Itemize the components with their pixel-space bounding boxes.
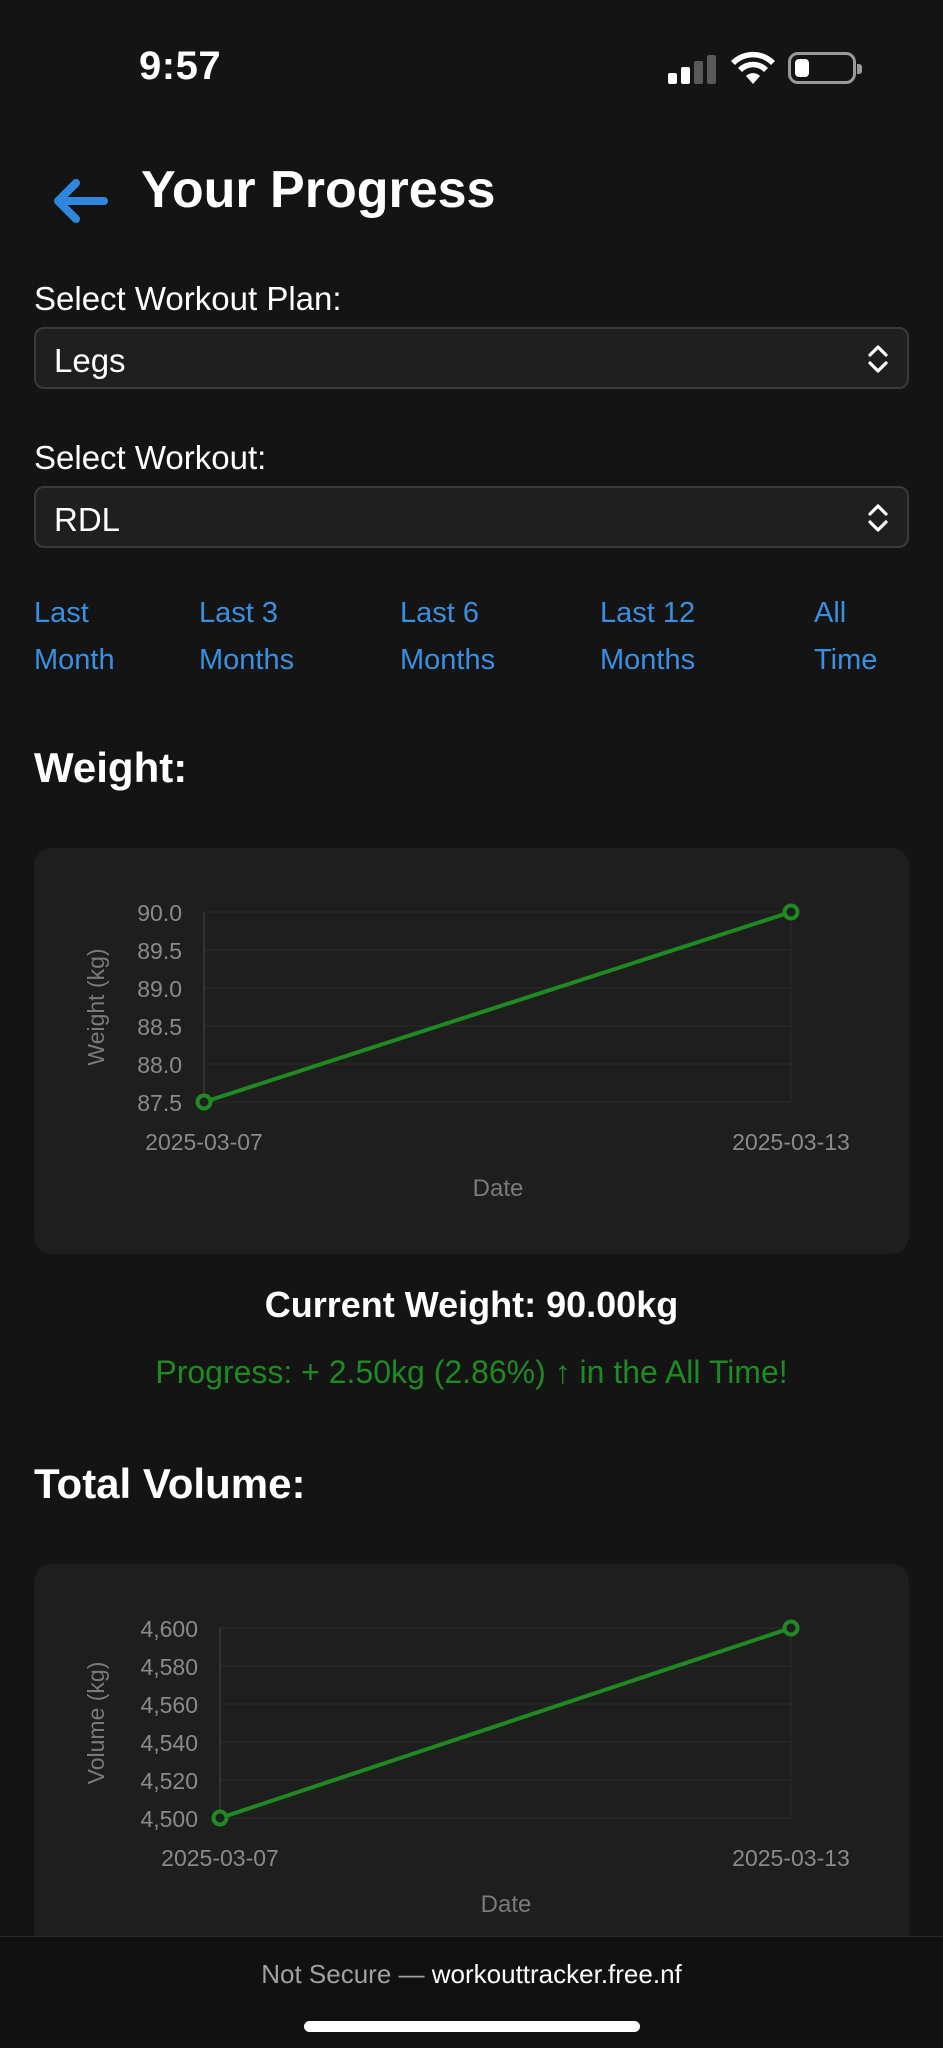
range-last-3-months-link[interactable]: Last 3 Months [199,590,294,684]
range-link-line: Last [34,597,89,629]
range-link-line: Months [600,644,696,676]
y-axis-title: Volume (kg) [83,1662,109,1785]
workout-label: Select Workout: [34,439,267,476]
range-last-month-link[interactable]: Last Month [34,590,115,684]
workout-plan-value: Legs [54,342,126,379]
y-tick-label: 4,600 [140,1616,198,1642]
x-axis-title: Date [473,1175,524,1202]
range-link-line: Time [814,644,878,676]
progress-summary: Progress: + 2.50kg (2.86%) ↑ in the All … [155,1354,788,1390]
select-chevron-icon [868,345,888,373]
weight-chart-svg: 90.0 89.5 89.0 88.5 88.0 87.5 2025-03-07 2025-0… [83,900,850,1202]
x-tick-label: 2025-03-07 [145,1129,263,1155]
url-display[interactable]: Not Secure — workouttracker.free.nf [0,1959,943,1990]
x-tick-label: 2025-03-13 [732,1845,850,1871]
range-all-time-link[interactable]: All Time [814,590,877,684]
y-tick-label: 4,520 [140,1768,198,1794]
y-tick-label: 4,500 [140,1806,198,1832]
y-tick-label: 89.5 [137,938,182,964]
wifi-icon [731,51,775,84]
cellular-signal-icon [668,52,716,84]
workout-plan-label: Select Workout Plan: [34,280,342,317]
y-tick-label: 88.5 [137,1014,182,1040]
range-link-line: Last 3 [199,597,278,629]
data-point [211,1809,229,1827]
y-tick-label: 89.0 [137,976,182,1002]
volume-chart-svg: 4,600 4,580 4,560 4,540 4,520 4,500 2025-03-07… [83,1616,850,1918]
range-last-12-months-link[interactable]: Last 12 Months [600,590,695,684]
x-tick-label: 2025-03-07 [161,1845,279,1871]
y-tick-label: 4,540 [140,1730,198,1756]
browser-address-bar[interactable]: Not Secure — workouttracker.free.nf [0,1936,943,2048]
y-tick-label: 4,580 [140,1654,198,1680]
workout-value: RDL [54,501,121,538]
not-secure-label: Not Secure — [261,1959,425,1989]
status-bar: 9:57 [0,0,943,110]
y-tick-label: 90.0 [137,900,182,926]
select-chevron-icon [868,504,888,532]
x-axis-title: Date [481,1891,532,1918]
y-tick-label: 4,560 [140,1692,198,1718]
range-link-line: Months [199,644,295,676]
page-title: Your Progress [141,161,496,219]
range-link-line: Last 12 [600,597,696,629]
data-point [782,1619,800,1637]
range-link-line: Last 6 [400,597,479,629]
range-last-6-months-link[interactable]: Last 6 Months [400,590,495,684]
range-link-line: Months [400,644,496,676]
volume-chart: 4,600 4,580 4,560 4,540 4,520 4,500 2025-03-07… [34,1564,909,1984]
battery-icon [788,52,862,84]
weight-section-title: Weight: [34,744,188,791]
weight-chart: 90.0 89.5 89.0 88.5 88.0 87.5 2025-03-07 2025-0… [34,848,909,1254]
volume-section-title: Total Volume: [34,1460,306,1507]
y-tick-label: 88.0 [137,1052,182,1078]
range-link-line: All [814,597,847,629]
range-link-line: Month [34,644,115,676]
y-tick-label: 87.5 [137,1090,182,1116]
back-arrow-icon[interactable] [46,170,110,230]
workout-select[interactable]: RDL [34,486,909,548]
data-point [195,1093,213,1111]
y-axis-title: Weight (kg) [83,948,109,1065]
home-indicator[interactable] [304,2021,640,2032]
url-host: workouttracker.free.nf [431,1959,682,1989]
status-time: 9:57 [139,44,222,88]
workout-plan-select[interactable]: Legs [34,327,909,389]
current-weight: Current Weight: 90.00kg [264,1284,679,1325]
data-point [782,903,800,921]
series-line [203,910,792,1104]
series-line [219,1626,792,1820]
x-tick-label: 2025-03-13 [732,1129,850,1155]
